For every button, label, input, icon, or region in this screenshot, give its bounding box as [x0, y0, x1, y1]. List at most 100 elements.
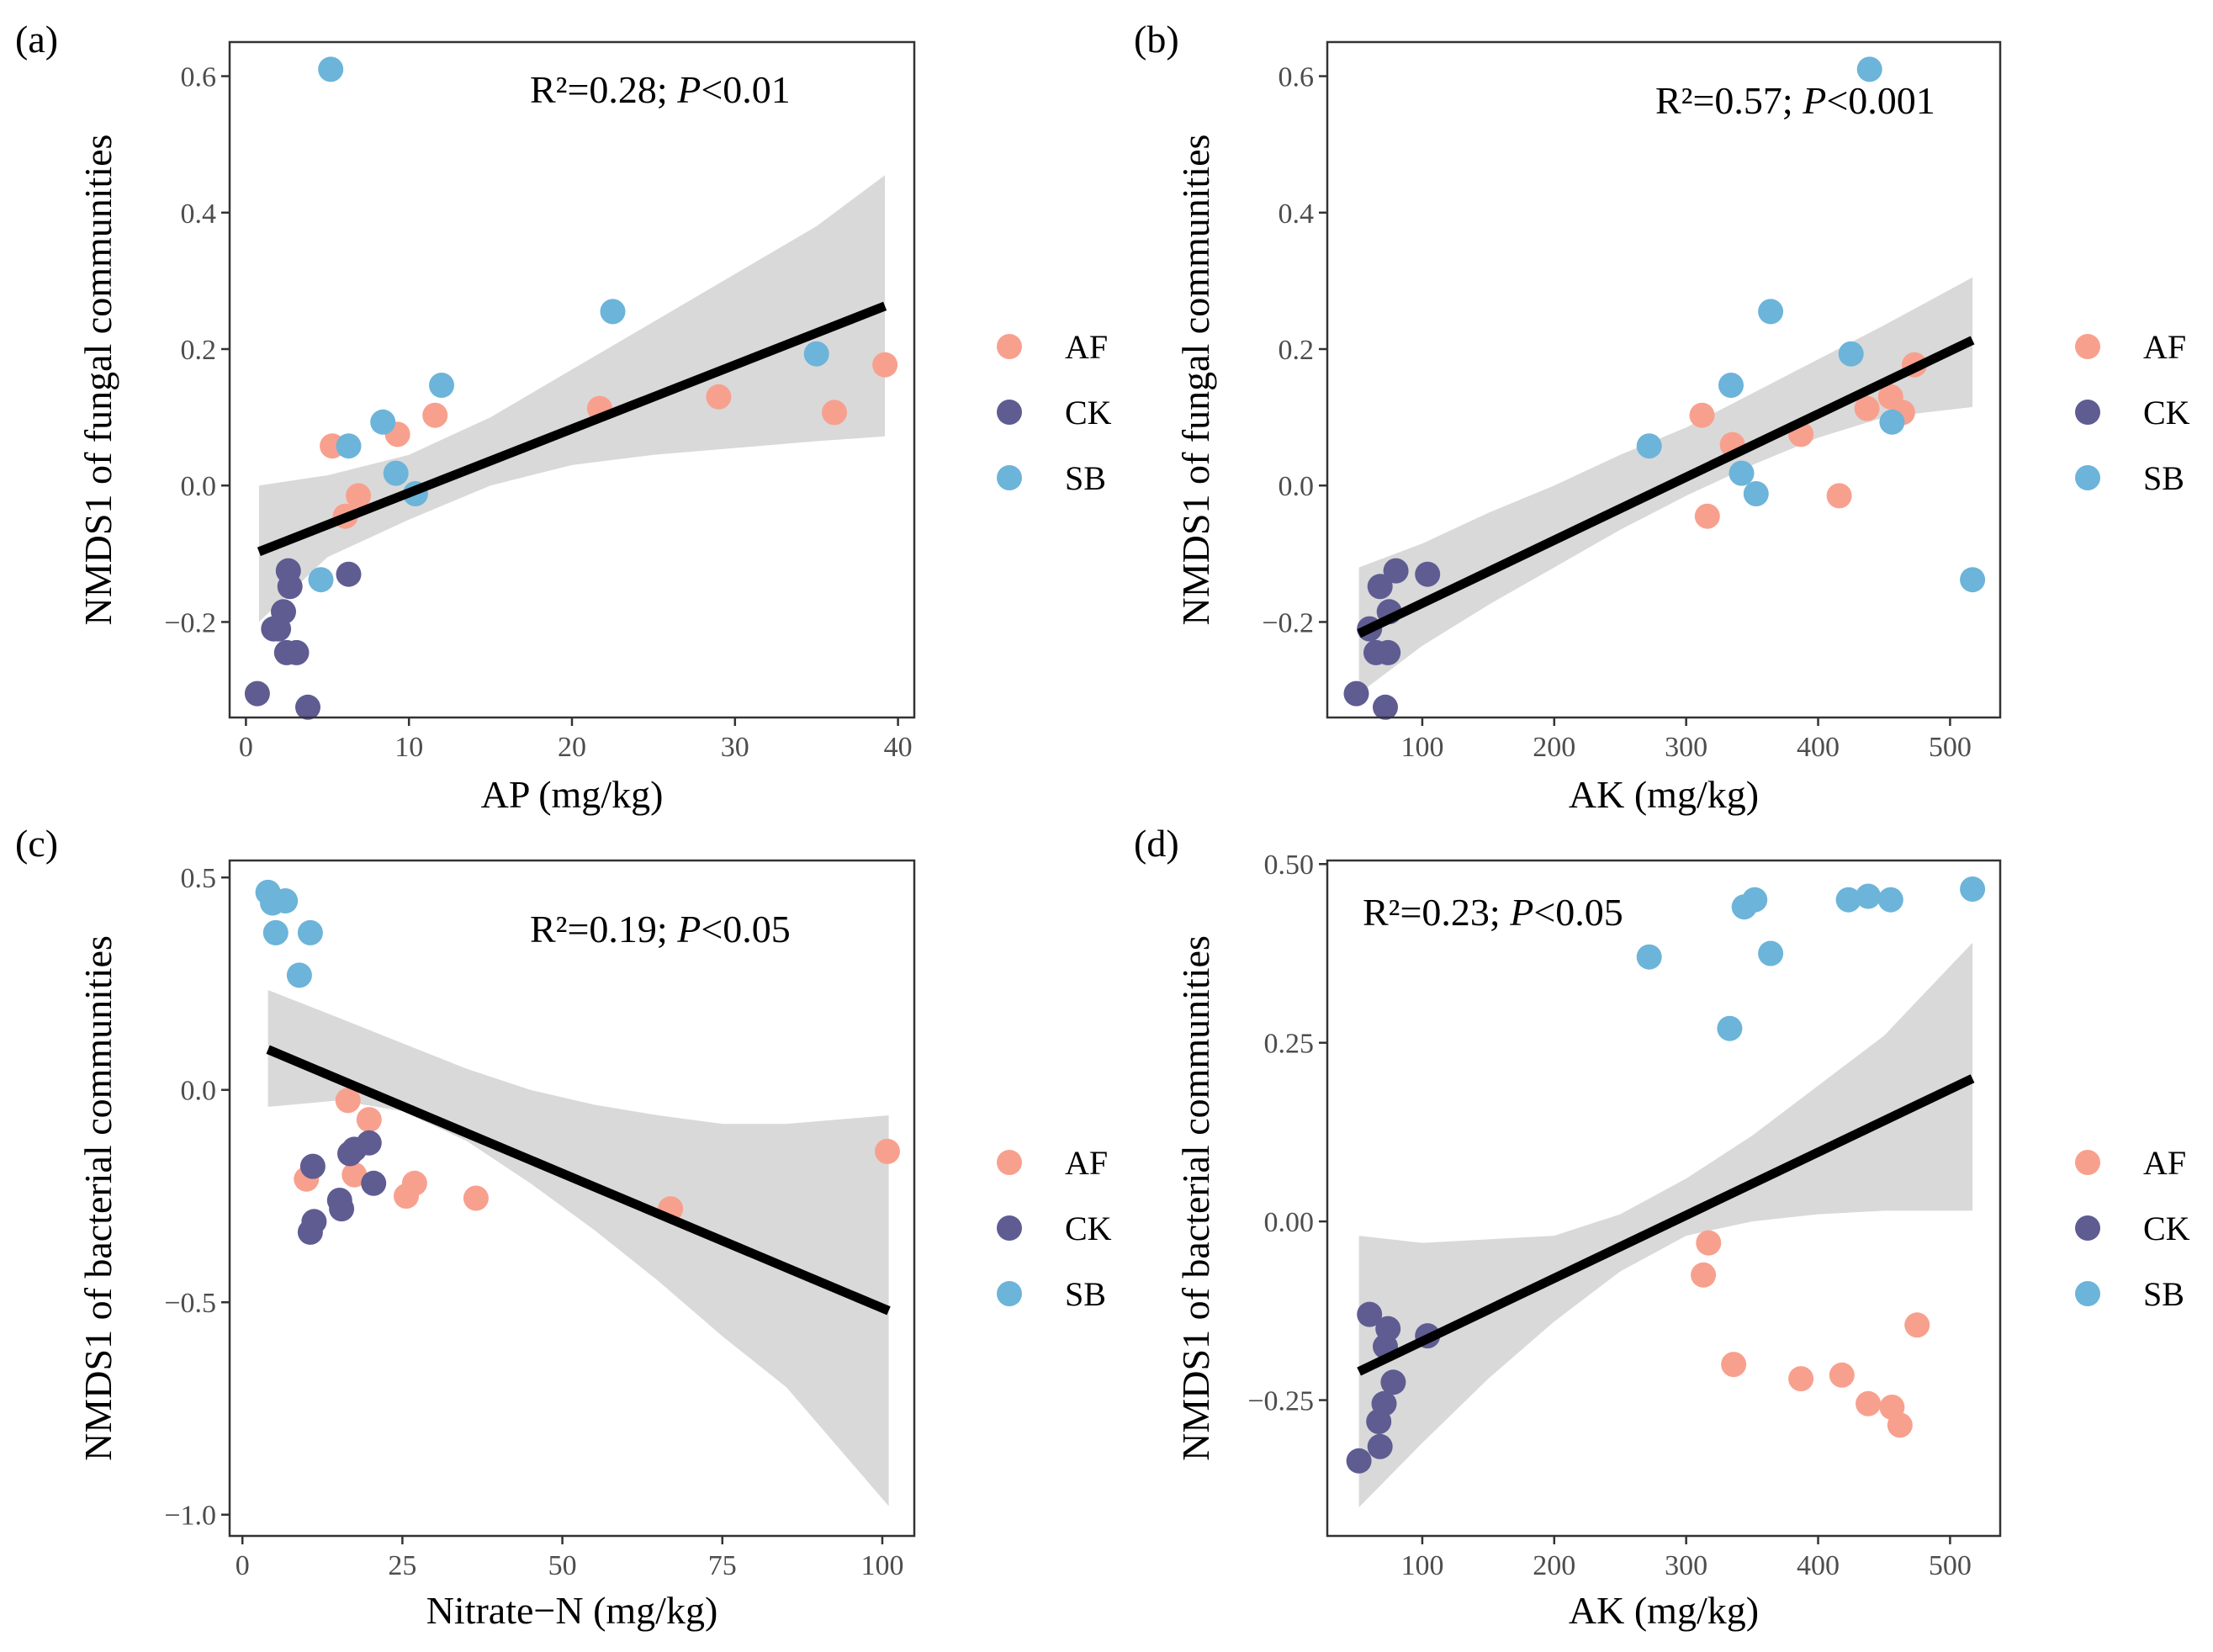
point-af	[1691, 1262, 1717, 1288]
x-tick-label: 25	[388, 1550, 416, 1581]
stat-p-value: <0.05	[701, 908, 790, 950]
regression-line	[1357, 1074, 1975, 1376]
legend-key-ck	[997, 400, 1022, 425]
panel-border	[228, 859, 916, 1538]
point-af	[1826, 483, 1852, 509]
x-tick-label: 20	[558, 732, 586, 763]
stat-p-value: <0.001	[1826, 79, 1935, 122]
x-tick-label: 500	[1929, 732, 1972, 763]
point-ck	[1375, 639, 1401, 665]
point-af	[1829, 1362, 1855, 1388]
point-af	[401, 1170, 427, 1196]
point-sb	[1718, 373, 1744, 398]
legend-key-af	[2075, 1150, 2100, 1175]
point-ck	[299, 1153, 326, 1179]
confidence-band	[267, 990, 889, 1506]
x-tick-label: 0	[236, 1550, 250, 1581]
stat-r2: R²=0.28;	[530, 68, 677, 111]
x-tick-label: 0	[239, 732, 253, 763]
stat-p-symbol: P	[676, 908, 701, 950]
point-ck	[283, 639, 310, 665]
point-af	[335, 1088, 361, 1114]
x-tick-label: 100	[1400, 732, 1443, 763]
point-ck	[1373, 694, 1398, 720]
point-sb	[297, 919, 323, 945]
legend-label-ck: CK	[1065, 394, 1112, 432]
legend-key-sb	[997, 1281, 1022, 1306]
point-sb	[429, 373, 454, 398]
legend-label-sb: SB	[2143, 1275, 2184, 1313]
y-tick-label: 0.25	[1264, 1029, 1315, 1060]
point-sb	[1636, 944, 1662, 970]
y-axis-title: NMDS1 of bacterial communities	[77, 935, 119, 1461]
stat-p-value: <0.05	[1533, 891, 1623, 934]
point-ck	[361, 1170, 387, 1196]
x-tick-label: 300	[1665, 732, 1707, 763]
point-sb	[1877, 887, 1903, 913]
stat-annotation: R²=0.19; P<0.05	[530, 908, 791, 950]
point-sb	[803, 341, 829, 367]
legend-label-af: AF	[2143, 328, 2186, 366]
panel-label: (b)	[1134, 18, 1179, 61]
point-sb	[383, 460, 409, 486]
legend: AF CK SB	[997, 328, 1112, 497]
x-tick-label: 100	[860, 1550, 903, 1581]
point-af	[356, 1107, 382, 1133]
regression-line	[266, 1045, 891, 1316]
y-tick-label: −0.25	[1247, 1386, 1314, 1417]
point-af	[341, 1162, 368, 1188]
y-tick-label: −0.2	[1262, 607, 1314, 638]
y-tick-label: 0.6	[181, 62, 217, 93]
panel-label: (d)	[1134, 822, 1179, 865]
legend-label-af: AF	[1065, 1144, 1108, 1182]
stat-r2: R²=0.19;	[530, 908, 677, 950]
point-af	[706, 384, 732, 410]
point-af	[1854, 395, 1880, 421]
stat-p-value: <0.01	[701, 68, 790, 111]
point-ck	[1380, 1369, 1406, 1395]
point-ck	[277, 574, 303, 600]
y-tick-label: 0.0	[181, 471, 217, 502]
regression-line	[1357, 336, 1975, 638]
stat-p-symbol: P	[1509, 891, 1533, 934]
x-tick-label: 100	[1400, 1550, 1443, 1581]
point-sb	[370, 409, 396, 435]
point-af	[1696, 1230, 1722, 1256]
point-sb	[1729, 460, 1755, 486]
point-sb	[1856, 883, 1882, 909]
point-sb	[1743, 481, 1769, 506]
point-ck	[244, 680, 270, 707]
panel-label: (c)	[15, 822, 58, 865]
point-af	[1721, 1352, 1747, 1378]
x-axis-title: Nitrate−N (mg/kg)	[426, 1589, 718, 1632]
point-sb	[600, 299, 626, 325]
x-tick-label: 200	[1533, 1550, 1575, 1581]
point-sb	[1856, 56, 1882, 82]
legend-label-ck: CK	[1065, 1210, 1112, 1247]
x-tick-label: 400	[1797, 732, 1840, 763]
point-sb	[318, 56, 344, 82]
stat-p-symbol: P	[1802, 79, 1826, 122]
x-tick-label: 50	[548, 1550, 577, 1581]
point-af	[463, 1185, 489, 1211]
y-tick-label: 0.00	[1264, 1207, 1315, 1238]
point-ck	[1415, 561, 1441, 587]
legend-key-ck	[997, 1215, 1022, 1241]
point-af	[1856, 1390, 1882, 1416]
point-sb	[286, 962, 312, 988]
legend-key-ck	[2075, 1215, 2100, 1241]
y-tick-label: 0.0	[1279, 471, 1315, 502]
x-tick-label: 200	[1533, 732, 1575, 763]
point-sb	[1742, 887, 1768, 913]
point-sb	[308, 567, 334, 593]
point-sb	[1758, 299, 1784, 325]
panel-border	[1326, 859, 2002, 1538]
point-sb	[1879, 409, 1905, 435]
x-tick-label: 500	[1929, 1550, 1972, 1581]
point-af	[346, 483, 372, 509]
legend-key-af	[997, 1150, 1022, 1175]
panel-c: 0 25 50 75 100 −1.0 −0.5 0.0 0.5 Nitrate−N (mg/kg…	[15, 822, 1112, 1632]
point-sb	[1717, 1015, 1743, 1041]
point-ck	[295, 694, 320, 720]
point-ck	[1383, 558, 1409, 584]
